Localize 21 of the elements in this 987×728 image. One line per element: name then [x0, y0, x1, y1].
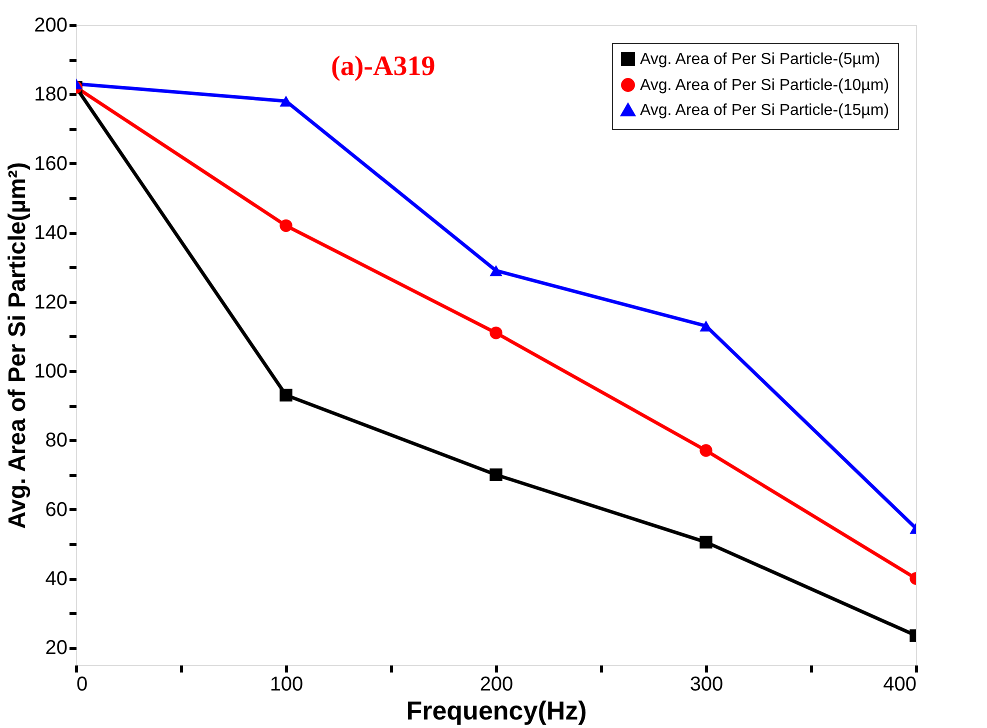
- x-axis-title: Frequency(Hz): [406, 696, 587, 726]
- x-tick-label: 400: [883, 674, 916, 696]
- y-tick-label: 120: [34, 291, 68, 314]
- y-tick-label: 180: [34, 84, 68, 106]
- legend-label: Avg. Area of Per Si Particle-(5µm): [640, 51, 880, 68]
- y-tick-label: 160: [34, 152, 68, 175]
- legend-label: Avg. Area of Per Si Particle-(15µm): [640, 102, 890, 119]
- x-tick-label: 200: [480, 674, 514, 696]
- y-tick-label: 80: [45, 430, 68, 452]
- y-tick-label: 20: [45, 637, 68, 660]
- y-tick-label: 100: [34, 360, 68, 382]
- legend-label: Avg. Area of Per Si Particle-(10µm): [640, 77, 890, 94]
- y-tick-label: 200: [34, 14, 68, 36]
- annotation: (a)-A319: [331, 51, 436, 82]
- y-tick-label: 40: [45, 568, 68, 590]
- x-tick-label: 100: [270, 674, 304, 696]
- y-axis-title: Avg. Area of Per Si Particle(µm²): [4, 162, 32, 529]
- y-tick-label: 60: [45, 498, 68, 521]
- x-tick-label: 0: [76, 674, 88, 696]
- y-tick-label: 140: [34, 222, 68, 244]
- x-tick-label: 300: [690, 674, 724, 696]
